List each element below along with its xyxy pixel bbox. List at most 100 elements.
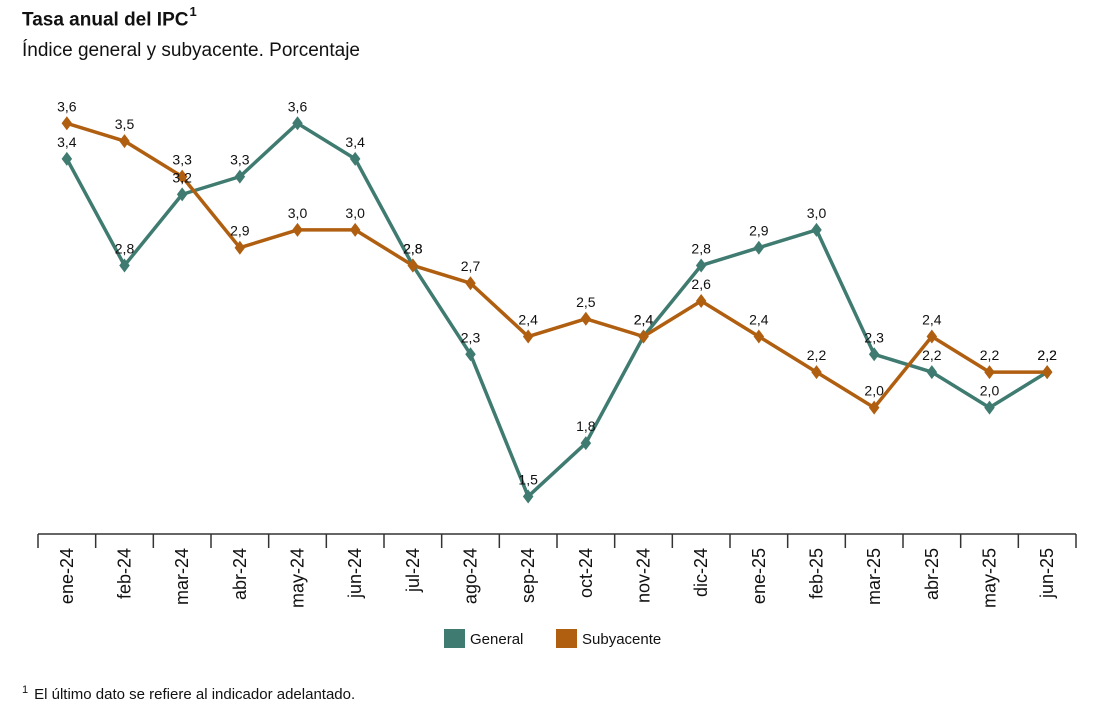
data-point-subyacente	[234, 240, 246, 255]
data-point-subyacente	[811, 365, 822, 380]
data-labels: 3,42,83,23,33,63,42,82,31,51,82,42,82,93…	[57, 98, 1057, 487]
x-axis: ene-24 feb-24 mar-24 abr-24 may-24 jun-24 jul-…	[37, 533, 1077, 608]
series-lines	[65, 121, 1049, 499]
data-label-subyacente: 2,6	[691, 276, 711, 292]
data-label-subyacente: 3,0	[288, 205, 308, 221]
data-point-general	[868, 347, 880, 362]
data-label-subyacente: 2,9	[230, 223, 250, 239]
data-point-general	[119, 258, 130, 273]
x-tick-label: feb-24	[115, 548, 135, 599]
chart-subtitle: Índice general y subyacente. Porcentaje	[22, 40, 360, 61]
data-point-subyacente	[292, 222, 303, 237]
data-label-general: 3,6	[288, 98, 308, 114]
data-point-subyacente	[522, 329, 534, 344]
series-line-subyacente	[66, 121, 1048, 410]
data-point-subyacente	[868, 400, 880, 415]
data-point-general	[465, 347, 476, 362]
data-label-general: 2,0	[980, 383, 1000, 399]
x-tick-label: jun-25	[1037, 548, 1057, 599]
data-label-subyacente: 2,4	[518, 312, 538, 328]
data-point-subyacente	[349, 222, 361, 237]
x-tick-label: ago-24	[461, 548, 481, 604]
data-label-subyacente: 2,5	[576, 294, 596, 310]
data-point-subyacente	[61, 116, 73, 131]
x-tick-label: jun-24	[345, 548, 365, 599]
data-label-general: 3,2	[172, 169, 192, 185]
data-label-subyacente: 2,7	[461, 258, 481, 274]
data-point-subyacente	[119, 134, 130, 149]
data-label-subyacente: 3,5	[115, 116, 135, 132]
data-label-general: 2,4	[634, 312, 654, 328]
data-point-subyacente	[465, 276, 476, 291]
data-label-general: 2,8	[403, 240, 423, 256]
data-point-general	[522, 489, 534, 504]
data-label-general: 2,9	[749, 223, 769, 239]
data-label-general: 2,2	[1037, 347, 1057, 363]
x-tick-label: may-24	[288, 548, 308, 608]
legend-swatch-general	[444, 629, 465, 648]
data-point-subyacente	[1041, 365, 1053, 380]
data-point-subyacente	[580, 311, 592, 326]
x-tick-label: ene-24	[57, 548, 77, 604]
data-label-general: 3,4	[57, 134, 77, 150]
data-point-subyacente	[407, 258, 419, 273]
data-point-general	[176, 187, 188, 202]
data-point-general	[984, 400, 995, 415]
data-label-subyacente: 3,6	[57, 98, 77, 114]
data-label-general: 3,4	[345, 134, 365, 150]
footnote: 1 El último dato se refiere al indicador …	[22, 684, 355, 703]
data-label-subyacente: 2,8	[403, 240, 423, 256]
data-label-general: 1,8	[576, 418, 596, 434]
data-label-subyacente: 2,2	[807, 347, 827, 363]
legend-swatch-subyacente	[556, 629, 577, 648]
data-point-general	[580, 436, 592, 451]
x-tick-label: nov-24	[634, 548, 654, 603]
x-tick-label: jul-24	[403, 548, 423, 593]
data-point-general	[234, 169, 246, 184]
data-label-general: 1,5	[518, 471, 538, 487]
data-label-general: 3,3	[230, 152, 250, 168]
x-tick-label: feb-25	[807, 548, 827, 599]
chart-title-text: Tasa anual del IPC	[22, 9, 189, 31]
data-point-general	[753, 240, 765, 255]
series-markers	[61, 116, 1053, 504]
data-point-subyacente	[638, 329, 649, 344]
data-label-general: 2,8	[115, 240, 135, 256]
legend-label-general: General	[470, 631, 523, 648]
data-point-subyacente	[926, 329, 938, 344]
x-tick-label: abr-25	[922, 548, 942, 600]
data-label-general: 2,2	[922, 347, 942, 363]
data-label-subyacente: 2,4	[922, 312, 942, 328]
data-label-subyacente: 2,0	[864, 383, 884, 399]
data-label-subyacente: 3,0	[345, 205, 365, 221]
legend: General Subyacente	[444, 629, 661, 648]
data-point-general	[349, 151, 361, 166]
footnote-marker: 1	[22, 684, 29, 696]
data-label-general: 3,0	[807, 205, 827, 221]
data-label-subyacente: 2,2	[1037, 347, 1057, 363]
x-tick-label: oct-24	[576, 548, 596, 598]
series-line-general	[65, 121, 1049, 499]
data-label-general: 2,3	[864, 329, 884, 345]
x-tick-label: dic-24	[691, 548, 711, 597]
data-point-subyacente	[984, 365, 995, 380]
data-label-subyacente: 3,3	[172, 152, 192, 168]
data-point-subyacente	[695, 294, 707, 308]
data-point-general	[292, 116, 303, 131]
data-point-general	[811, 222, 822, 237]
x-tick-label: mar-24	[172, 548, 192, 605]
footnote-text: El último dato se refiere al indicador a…	[34, 686, 356, 703]
x-tick-label: ene-25	[749, 548, 769, 604]
data-label-general: 2,8	[691, 240, 711, 256]
x-tick-label: may-25	[980, 548, 1000, 608]
data-point-subyacente	[753, 329, 765, 344]
legend-label-subyacente: Subyacente	[582, 631, 661, 648]
data-point-general	[926, 365, 938, 380]
data-point-general	[695, 258, 707, 273]
data-label-subyacente: 2,4	[749, 312, 769, 328]
data-point-general	[61, 151, 73, 166]
chart-title: Tasa anual del IPC1	[22, 4, 197, 31]
x-tick-label: abr-24	[230, 548, 250, 600]
x-tick-label: mar-25	[864, 548, 884, 605]
